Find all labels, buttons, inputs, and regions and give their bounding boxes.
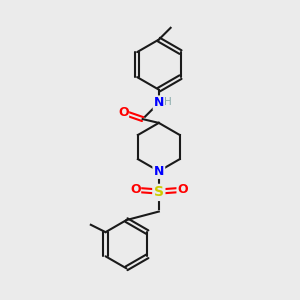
Text: H: H bbox=[164, 97, 172, 107]
Text: O: O bbox=[118, 106, 128, 118]
Text: S: S bbox=[154, 185, 164, 200]
Text: N: N bbox=[154, 96, 164, 110]
Text: O: O bbox=[177, 183, 188, 196]
Text: O: O bbox=[130, 183, 141, 196]
Text: N: N bbox=[154, 165, 164, 178]
